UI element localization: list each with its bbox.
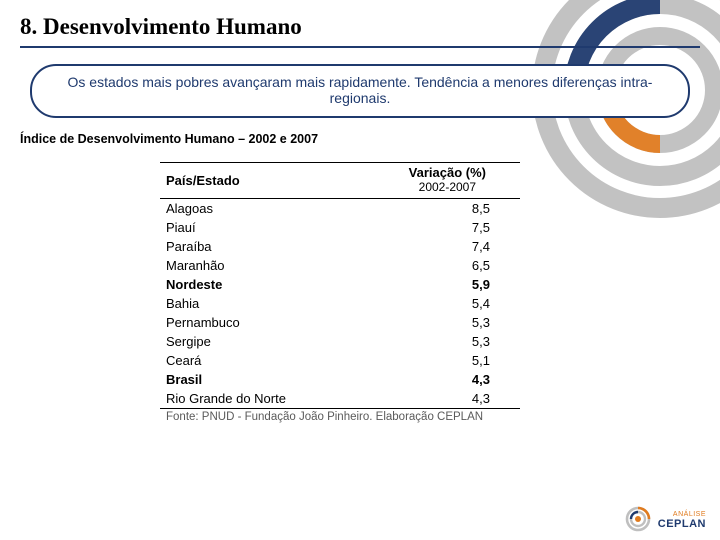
table-caption: Índice de Desenvolvimento Humano – 2002 … (20, 132, 720, 146)
table-source: Fonte: PNUD - Fundação João Pinheiro. El… (160, 409, 520, 423)
col-header-variation-top: Variação (%) (409, 165, 486, 180)
table-row: Ceará5,1 (160, 351, 520, 370)
table-row: Bahia5,4 (160, 294, 520, 313)
cell-label: Alagoas (160, 198, 375, 218)
table-row: Pernambuco5,3 (160, 313, 520, 332)
title-underline (20, 46, 700, 48)
cell-value: 4,3 (375, 370, 520, 389)
cell-label: Ceará (160, 351, 375, 370)
table-row: Paraíba7,4 (160, 237, 520, 256)
cell-value: 5,9 (375, 275, 520, 294)
table-row: Brasil4,3 (160, 370, 520, 389)
cell-label: Maranhão (160, 256, 375, 275)
col-header-state: País/Estado (160, 163, 375, 199)
cell-value: 4,3 (375, 389, 520, 409)
page-title: 8. Desenvolvimento Humano (20, 14, 700, 40)
ceplan-logo-icon (625, 506, 651, 532)
callout-text: Os estados mais pobres avançaram mais ra… (68, 74, 653, 106)
cell-label: Pernambuco (160, 313, 375, 332)
cell-label: Rio Grande do Norte (160, 389, 375, 409)
table-row: Sergipe5,3 (160, 332, 520, 351)
footer-brand: ANÁLISE CEPLAN (625, 506, 706, 532)
cell-value: 7,4 (375, 237, 520, 256)
footer-brand-line2: CEPLAN (658, 518, 706, 530)
cell-value: 5,1 (375, 351, 520, 370)
cell-label: Sergipe (160, 332, 375, 351)
cell-value: 5,3 (375, 332, 520, 351)
table-row: Rio Grande do Norte4,3 (160, 389, 520, 409)
hdi-table: País/Estado Variação (%) 2002-2007 Alago… (160, 162, 520, 423)
cell-label: Bahia (160, 294, 375, 313)
cell-label: Paraíba (160, 237, 375, 256)
cell-label: Nordeste (160, 275, 375, 294)
table-row: Maranhão6,5 (160, 256, 520, 275)
table-row: Alagoas8,5 (160, 198, 520, 218)
footer-brand-line1: ANÁLISE (673, 511, 706, 518)
cell-label: Piauí (160, 218, 375, 237)
table-row: Nordeste5,9 (160, 275, 520, 294)
cell-value: 5,3 (375, 313, 520, 332)
cell-value: 7,5 (375, 218, 520, 237)
callout-box: Os estados mais pobres avançaram mais ra… (30, 64, 690, 118)
cell-value: 8,5 (375, 198, 520, 218)
cell-value: 6,5 (375, 256, 520, 275)
table-row: Piauí7,5 (160, 218, 520, 237)
col-header-variation: Variação (%) 2002-2007 (375, 163, 520, 199)
cell-label: Brasil (160, 370, 375, 389)
col-header-variation-sub: 2002-2007 (381, 181, 514, 195)
cell-value: 5,4 (375, 294, 520, 313)
